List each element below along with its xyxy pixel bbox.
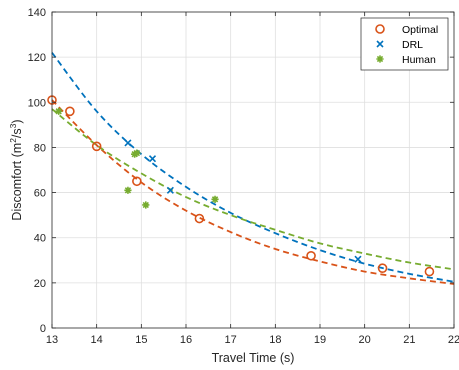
legend-marker-optimal [375,24,385,34]
legend-box [360,17,449,71]
optimal-data-point [132,176,142,187]
data-markers [47,95,435,277]
x-tick-label: 19 [314,334,326,346]
legend-entry-drl: DRL [376,39,423,51]
x-tick-label: 22 [448,334,459,346]
human-data-point [133,149,141,157]
human-data-point [142,201,150,209]
legend-marker-drl [376,40,384,48]
drl-data-point [148,155,157,163]
y-tick-label: 20 [34,278,46,290]
fit-curves [51,52,455,285]
drl-data-point [166,186,174,194]
legend: Optimal DRL Human [360,17,449,71]
legend-entry-optimal: Optimal [375,24,438,36]
y-tick-label: 140 [28,7,46,19]
x-tick-label: 16 [180,334,192,346]
human-fit-curve [51,108,455,271]
drl-fit-curve [51,52,455,283]
optimal-data-point [306,250,316,261]
y-tick-label: 40 [34,233,46,245]
y-tick-label: 80 [34,142,46,154]
y-tick-label: 120 [28,52,46,64]
y-tick-label: 0 [40,323,46,335]
x-tick-label: 17 [225,334,237,346]
optimal-data-point [377,263,388,273]
x-axis-label: Travel Time (s) [212,351,295,365]
x-axis-ticks: 13 14 15 16 17 18 19 20 21 22 [46,12,459,346]
drl-data-point [354,255,362,263]
optimal-data-point [194,213,205,224]
human-data-point [211,195,219,203]
x-tick-label: 18 [269,334,281,346]
x-tick-label: 20 [359,334,371,346]
human-data-point [124,186,132,194]
optimal-data-point [424,266,435,277]
drl-data-point [124,139,132,147]
legend-marker-human [376,55,384,63]
y-tick-label: 100 [28,97,46,109]
legend-label-optimal: Optimal [402,24,438,36]
plot-frame [51,11,455,329]
legend-label-human: Human [402,54,436,66]
x-tick-label: 21 [403,334,415,346]
y-tick-label: 60 [34,188,46,200]
legend-label-drl: DRL [402,39,423,51]
y-axis-label: Discomfort (m2/s3) [8,119,24,220]
human-data-point [55,107,63,115]
x-tick-label: 14 [91,334,103,346]
optimal-fit-curve [51,99,455,285]
legend-entry-human: Human [376,54,436,66]
x-tick-label: 13 [46,334,58,346]
optimal-data-point [91,141,102,152]
x-tick-label: 15 [135,334,147,346]
optimal-data-point [65,106,75,117]
y-axis-ticks: 0 20 40 60 80 100 120 140 [28,7,454,335]
